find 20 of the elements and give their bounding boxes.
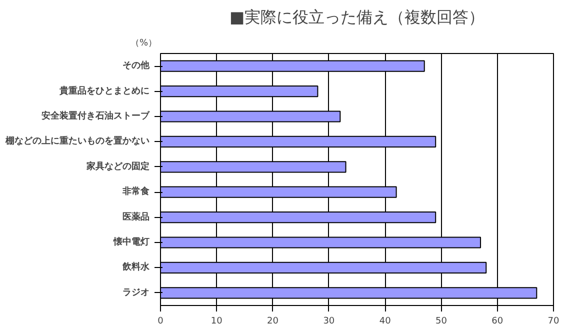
x-tick-label: 10 bbox=[210, 316, 223, 326]
x-tick-label: 30 bbox=[323, 316, 335, 326]
y-tick-label: ラジオ bbox=[122, 288, 150, 298]
x-tick-label: 50 bbox=[435, 316, 448, 326]
y-tick-label: 医薬品 bbox=[122, 211, 150, 222]
x-tick-label: 70 bbox=[548, 316, 560, 326]
x-tick-label: 0 bbox=[158, 316, 164, 326]
y-tick-label: 安全装置付き石油ストーブ bbox=[42, 110, 150, 122]
text: （%） bbox=[130, 38, 158, 48]
x-tick-label: 60 bbox=[492, 316, 504, 326]
chart-title: ■実際に役立った備え（複数回答） bbox=[229, 8, 485, 26]
y-tick-label: 懐中電灯 bbox=[112, 236, 150, 248]
y-tick-label: 棚などの上に重たいものを置かない bbox=[4, 136, 150, 147]
y-tick-label: その他 bbox=[122, 60, 150, 72]
y-tick-label: 貴重品をひとまとめに bbox=[58, 85, 150, 96]
x-tick-label: 40 bbox=[379, 316, 392, 326]
y-tick-label: 非常食 bbox=[122, 186, 150, 198]
y-tick-label: 家具などの固定 bbox=[86, 160, 150, 172]
x-tick-label: 20 bbox=[267, 316, 279, 326]
y-tick-label: 飲料水 bbox=[122, 262, 150, 273]
